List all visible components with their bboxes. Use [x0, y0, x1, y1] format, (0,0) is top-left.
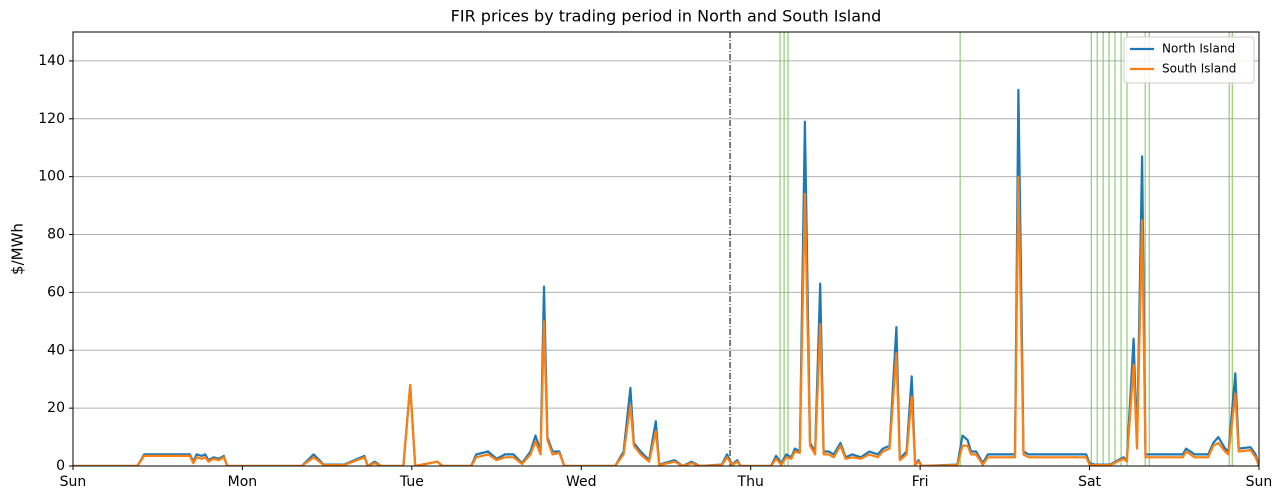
series-line: [73, 88, 1259, 466]
legend: North Island South Island: [1123, 36, 1255, 84]
x-tick-label: Wed: [566, 474, 597, 490]
y-tick-label: 20: [47, 400, 65, 416]
y-tick-label: 100: [38, 169, 65, 185]
legend-label: North Island: [1162, 42, 1235, 56]
chart-title: FIR prices by trading period in North an…: [451, 7, 882, 26]
legend-box: [1123, 36, 1255, 84]
x-tick-label: Mon: [228, 474, 258, 490]
x-tick-label: Fri: [912, 474, 929, 490]
plot-frame: [72, 31, 1260, 467]
series-line: [73, 175, 1259, 466]
x-tick-label: Tue: [399, 474, 424, 490]
y-tick-label: 60: [47, 284, 65, 300]
y-tick-label: 140: [38, 53, 65, 69]
y-tick-label: 120: [38, 111, 65, 127]
x-tick-label: Thu: [737, 474, 764, 490]
legend-label: South Island: [1162, 62, 1236, 76]
y-tick-label: 80: [47, 227, 65, 243]
x-tick-label: Sat: [1078, 474, 1101, 490]
x-tick-label: Sun: [1246, 474, 1273, 490]
y-tick-label: 0: [56, 458, 65, 474]
y-tick-label: 40: [47, 342, 65, 358]
y-axis-label: $/MWh: [9, 223, 27, 275]
x-tick-label: Sun: [60, 474, 87, 490]
